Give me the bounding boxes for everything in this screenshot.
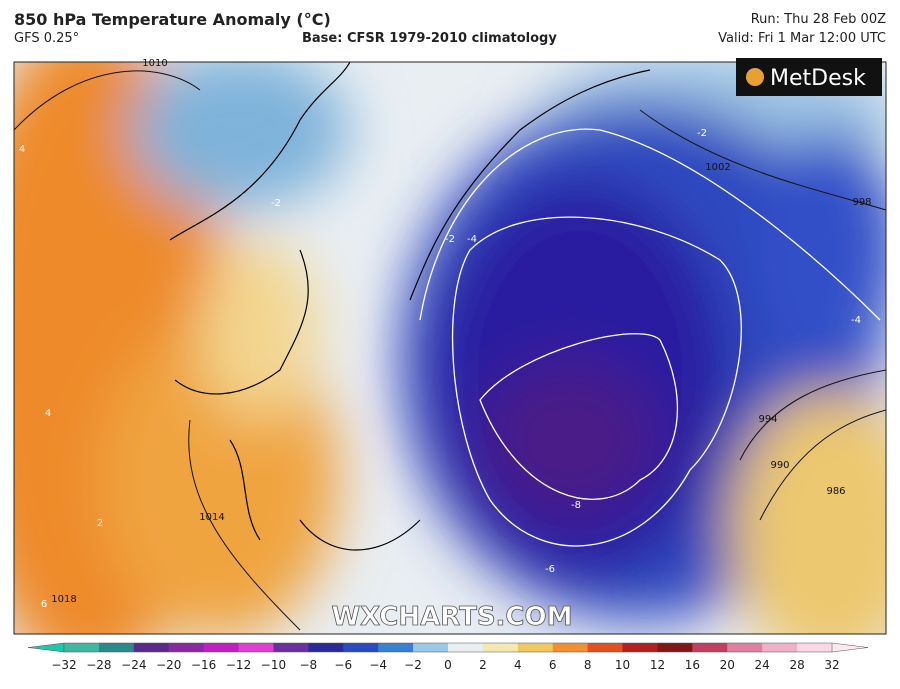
watermark: WXCHARTS.COM — [331, 602, 572, 632]
contour-label: 2 — [97, 518, 103, 529]
colorbar-segment — [64, 643, 100, 652]
colorbar-segment — [168, 643, 205, 652]
colorbar-label: −32 — [51, 658, 76, 672]
colorbar-label: 32 — [824, 658, 839, 672]
contour-label: 4 — [19, 144, 25, 155]
colorbar-label: −2 — [404, 658, 422, 672]
contour-label: 1018 — [51, 594, 76, 605]
contour-label: -6 — [545, 564, 555, 575]
contour-label: -4 — [851, 315, 861, 326]
colorbar-segment — [482, 643, 519, 652]
colorbar-segment — [552, 643, 589, 652]
colorbar-arrow — [831, 642, 869, 653]
base: Base: CFSR 1979-2010 climatology — [302, 31, 557, 46]
colorbar-label: 8 — [584, 658, 592, 672]
colorbar-segment — [273, 643, 309, 652]
colorbar-segment — [657, 643, 693, 652]
colorbar-segment — [692, 643, 728, 652]
logo-icon — [746, 68, 764, 86]
valid: Valid: Fri 1 Mar 12:00 UTC — [718, 31, 886, 46]
colorbar-arrow — [27, 642, 65, 653]
run: Run: Thu 28 Feb 00Z — [750, 12, 886, 27]
colorbar-label: −28 — [86, 658, 111, 672]
colorbar-label: 0 — [444, 658, 452, 672]
colorbar-label: −12 — [226, 658, 251, 672]
field — [14, 62, 886, 634]
colorbar-segment — [203, 643, 240, 652]
colorbar-segment — [413, 643, 449, 652]
colorbar-label: 4 — [514, 658, 522, 672]
colorbar-segment — [133, 643, 170, 652]
contour-label: 998 — [852, 197, 871, 208]
colorbar-segment — [343, 643, 379, 652]
contour-label: 986 — [826, 486, 845, 497]
colorbar-label: 24 — [755, 658, 770, 672]
coastlines — [169, 62, 651, 551]
contour-label: 6 — [41, 599, 47, 610]
colorbar-label: 20 — [720, 658, 735, 672]
colorbar-segment — [98, 643, 135, 652]
colorbar-segment — [797, 643, 833, 652]
colorbar-segment — [727, 643, 763, 652]
contour-label: 4 — [45, 408, 51, 419]
contour-label: 1002 — [705, 162, 730, 173]
model: GFS 0.25° — [14, 31, 80, 46]
contour-label: -4 — [467, 234, 477, 245]
contour-label: -2 — [271, 198, 281, 209]
colorbar-label: −8 — [300, 658, 318, 672]
logo: MetDesk — [770, 66, 866, 91]
colorbar-segment — [308, 643, 344, 652]
colorbar-label: 6 — [549, 658, 557, 672]
colorbar-label: 28 — [789, 658, 804, 672]
colorbar-label: −4 — [369, 658, 387, 672]
contour-label: 1014 — [199, 512, 224, 523]
colorbar-segment — [448, 643, 484, 652]
colorbar-segment — [238, 643, 274, 652]
colorbar-label: 10 — [615, 658, 630, 672]
colorbar-label: −16 — [191, 658, 216, 672]
contour-label: -8 — [571, 500, 581, 511]
contour-label: 1010 — [142, 58, 167, 69]
colorbar-label: −6 — [334, 658, 352, 672]
colorbar-label: −20 — [156, 658, 181, 672]
title: 850 hPa Temperature Anomaly (°C) — [14, 10, 331, 29]
contour-label: -2 — [445, 234, 455, 245]
colorbar-segment — [762, 643, 798, 652]
contour-label: 990 — [770, 460, 789, 471]
anomaly-contours — [419, 128, 881, 547]
colorbar-frame — [63, 642, 833, 653]
colorbar-label: 2 — [479, 658, 487, 672]
contour-label: 994 — [758, 414, 777, 425]
colorbar-label: 12 — [650, 658, 665, 672]
colorbar-segment — [622, 643, 658, 652]
colorbar-label: 16 — [685, 658, 700, 672]
isobars — [14, 70, 886, 631]
contour-label: -2 — [697, 128, 707, 139]
colorbar-label: −10 — [261, 658, 286, 672]
colorbar-segment — [378, 643, 414, 652]
colorbar-segment — [517, 643, 554, 652]
colorbar-segment — [587, 643, 624, 652]
colorbar-label: −24 — [121, 658, 146, 672]
